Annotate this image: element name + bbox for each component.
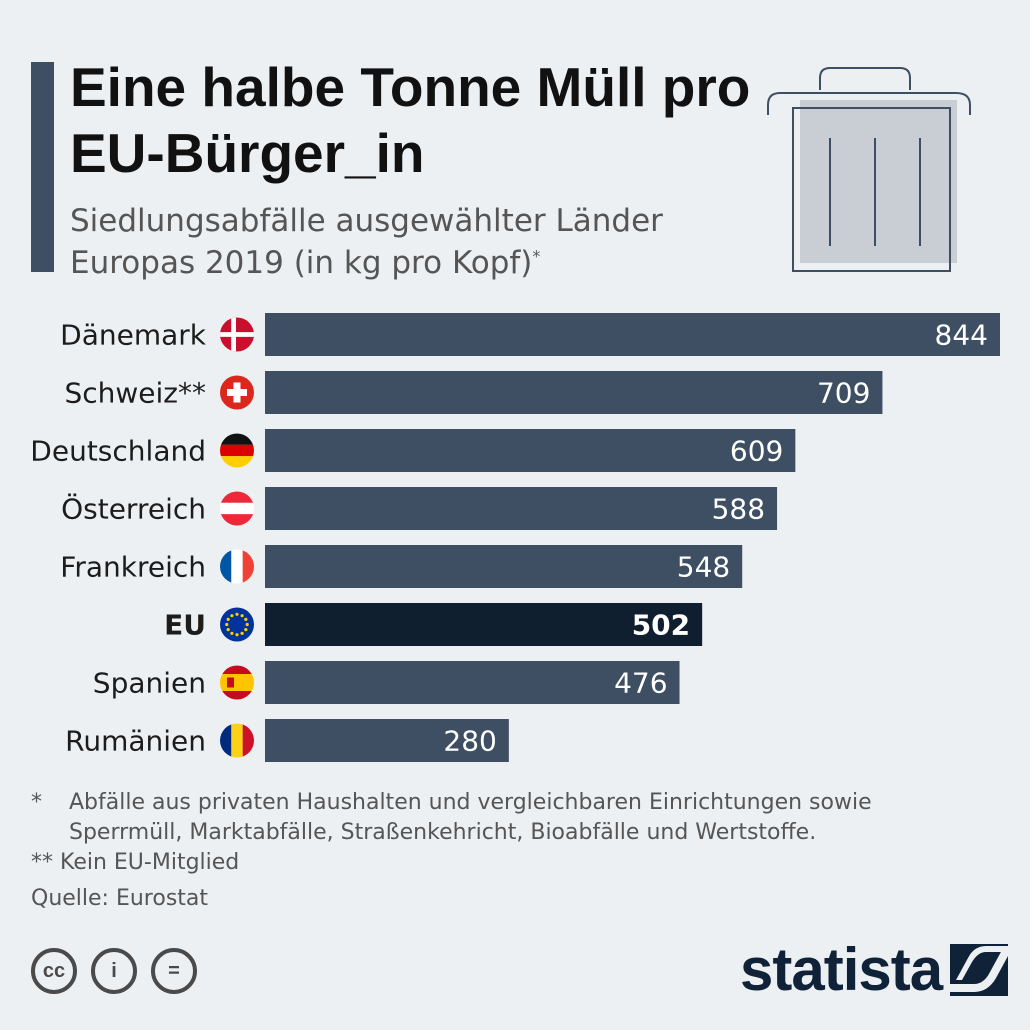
category-label-4: Frankreich	[60, 551, 206, 584]
germany-flag-icon	[220, 433, 254, 468]
statista-logo-icon	[950, 944, 1009, 996]
category-label-3: Österreich	[61, 492, 206, 526]
bar-4	[265, 545, 743, 588]
romania-flag-icon	[220, 723, 254, 758]
category-label-7: Rumänien	[65, 725, 206, 758]
footnotes: * Abfälle aus privaten Haushalten und ve…	[31, 788, 991, 914]
bar-chart: 844 Dänemark 709 Schweiz** 609 Deutschland 588…	[30, 313, 1000, 762]
value-label-4: 548	[677, 551, 730, 584]
footnote-1-mark: *	[31, 790, 42, 815]
no-derivatives-icon[interactable]: =	[151, 948, 197, 994]
bar-1	[265, 371, 883, 414]
footnote-1-text: Abfälle aus privaten Haushalten und verg…	[69, 790, 872, 845]
france-flag-icon	[220, 549, 254, 584]
title-accent-bar	[31, 62, 54, 272]
denmark-flag-icon	[220, 317, 254, 352]
subtitle-footnote-mark: *	[532, 246, 541, 266]
license-icons: cc i =	[31, 948, 197, 994]
value-label-5: 502	[632, 609, 690, 642]
footnote-2: ** Kein EU-Mitglied	[31, 850, 240, 875]
category-label-6: Spanien	[93, 667, 206, 700]
eu-flag-icon	[220, 607, 254, 642]
trash-bin-icon	[767, 67, 971, 272]
value-label-1: 709	[817, 377, 870, 410]
chart-subtitle: Siedlungsabfälle ausgewählter Länder Eur…	[70, 200, 750, 284]
austria-flag-icon	[220, 491, 254, 526]
category-label-5: EU	[164, 609, 206, 642]
bar-7	[265, 719, 509, 762]
value-label-0: 844	[935, 319, 988, 352]
statista-wordmark: statista	[740, 936, 943, 1003]
spain-flag-icon	[220, 665, 254, 700]
attribution-icon[interactable]: i	[91, 948, 137, 994]
source-text: Quelle: Eurostat	[31, 886, 209, 911]
value-label-7: 280	[443, 725, 496, 758]
value-label-3: 588	[712, 493, 765, 526]
bar-0	[265, 313, 1000, 356]
bar-5	[265, 603, 703, 646]
bar-3	[265, 487, 778, 530]
subtitle-text: Siedlungsabfälle ausgewählter Länder Eur…	[70, 203, 663, 281]
creative-commons-icon[interactable]: cc	[31, 948, 77, 994]
value-label-6: 476	[614, 667, 667, 700]
chart-title: Eine halbe Tonne Müll pro EU-Bürger_in	[70, 56, 751, 184]
category-label-2: Deutschland	[30, 435, 206, 468]
value-label-2: 609	[730, 435, 783, 468]
footnote-1: * Abfälle aus privaten Haushalten und ve…	[31, 788, 991, 848]
switzerland-flag-icon	[220, 375, 254, 410]
bar-2	[265, 429, 796, 472]
category-label-1: Schweiz**	[64, 377, 206, 410]
bar-6	[265, 661, 680, 704]
category-label-0: Dänemark	[60, 319, 207, 352]
statista-brand[interactable]: statista	[740, 936, 1009, 1003]
